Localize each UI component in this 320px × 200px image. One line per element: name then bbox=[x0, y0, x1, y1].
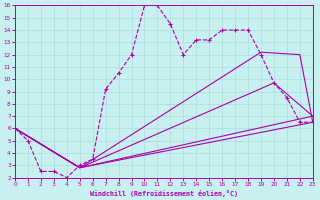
X-axis label: Windchill (Refroidissement éolien,°C): Windchill (Refroidissement éolien,°C) bbox=[90, 190, 238, 197]
